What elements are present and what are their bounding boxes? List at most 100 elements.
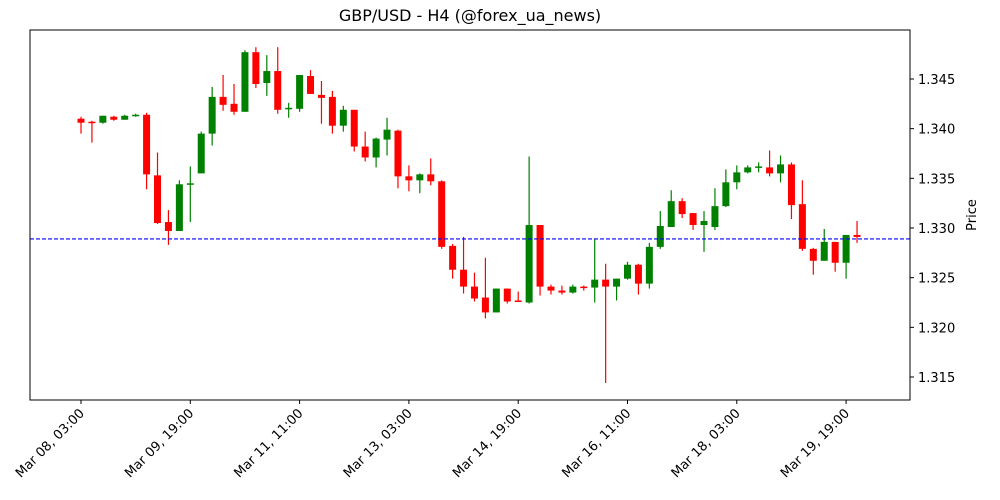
- candle-body: [197, 133, 205, 174]
- x-tick-label: Mar 14, 19:00: [450, 406, 525, 481]
- candle-body: [809, 248, 817, 261]
- candle: [154, 152, 162, 225]
- candle: [700, 211, 708, 252]
- y-tick-label: 1.320: [918, 321, 955, 336]
- candle: [427, 158, 435, 186]
- y-axis: 1.315 1.320 1.325 1.330 1.335 1.340 1.345: [910, 73, 955, 386]
- candle-body: [536, 225, 544, 287]
- candle: [317, 80, 325, 124]
- candle: [219, 75, 227, 111]
- candle: [634, 263, 642, 295]
- candle-body: [580, 286, 588, 289]
- x-tick-label: Mar 16, 11:00: [559, 406, 634, 481]
- chart-title: GBP/USD - H4 (@forex_ua_news): [338, 6, 602, 25]
- y-tick-label: 1.325: [918, 272, 955, 287]
- candle: [252, 47, 260, 88]
- candle-body: [689, 213, 697, 226]
- candle: [558, 285, 566, 295]
- candle-body: [252, 52, 260, 84]
- candle: [809, 247, 817, 275]
- candle-body: [383, 129, 391, 140]
- candle-body: [624, 264, 631, 279]
- candle: [296, 75, 304, 112]
- candle-body: [853, 234, 861, 237]
- candle-body: [787, 164, 795, 206]
- candle-body: [88, 121, 96, 124]
- x-tick-label: Mar 13, 03:00: [341, 406, 416, 481]
- y-axis-label: Price: [965, 199, 980, 231]
- candle-body: [405, 176, 413, 181]
- candle-body: [492, 288, 500, 313]
- candle-body: [678, 201, 686, 215]
- candle: [744, 165, 752, 174]
- plot-frame: [29, 29, 911, 401]
- candle: [733, 165, 741, 190]
- candle-body: [230, 103, 238, 112]
- candle: [405, 165, 413, 192]
- candle: [678, 198, 686, 219]
- candle-body: [372, 138, 380, 158]
- candle: [339, 105, 347, 132]
- candle: [580, 285, 588, 291]
- candle: [525, 156, 533, 304]
- candle: [602, 263, 610, 383]
- candle-body: [744, 167, 752, 173]
- candle-body: [175, 184, 183, 231]
- candle: [175, 180, 183, 231]
- x-axis: Mar 08, 03:00 Mar 09, 19:00 Mar 11, 11:00 M…: [13, 400, 853, 481]
- candle: [711, 188, 719, 230]
- x-tick-label: Mar 11, 11:00: [232, 406, 307, 481]
- candle: [186, 166, 194, 223]
- candle-body: [164, 222, 172, 231]
- candle-body: [514, 300, 522, 303]
- candle-body: [416, 174, 424, 181]
- candle-body: [296, 75, 304, 109]
- candle-body: [263, 71, 271, 83]
- candle: [831, 241, 839, 272]
- candle: [460, 236, 468, 294]
- candle-body: [755, 166, 763, 168]
- candle: [536, 225, 544, 296]
- candle: [274, 47, 282, 114]
- candle-body: [634, 264, 642, 284]
- candle-body: [285, 107, 293, 110]
- candle-body: [219, 96, 227, 105]
- x-tick-label: Mar 08, 03:00: [13, 406, 88, 481]
- candle-body: [460, 269, 468, 287]
- candle: [121, 114, 129, 120]
- candle: [416, 173, 424, 194]
- candle-body: [711, 206, 719, 228]
- candle: [569, 284, 577, 294]
- candle-body: [481, 297, 489, 313]
- candle: [394, 129, 402, 189]
- candle-body: [820, 241, 828, 261]
- candle-body: [547, 286, 555, 291]
- y-tick-label: 1.340: [918, 123, 955, 138]
- y-tick-label: 1.330: [918, 222, 955, 237]
- candle: [307, 70, 315, 94]
- candle: [449, 243, 457, 279]
- candle-body: [427, 174, 435, 182]
- candle: [438, 180, 446, 249]
- candle-body: [449, 245, 457, 270]
- candle-body: [394, 130, 402, 177]
- x-tick-label: Mar 19, 19:00: [778, 406, 853, 481]
- candle-body: [777, 164, 785, 174]
- candle-body: [645, 246, 653, 284]
- candle-body: [154, 175, 162, 224]
- y-tick-label: 1.315: [918, 371, 955, 386]
- y-tick-label: 1.345: [918, 73, 955, 88]
- candle: [667, 190, 675, 228]
- candle: [197, 131, 205, 174]
- candle-body: [361, 146, 369, 158]
- candle-body: [438, 181, 446, 247]
- y-tick-label: 1.335: [918, 172, 955, 187]
- candle: [514, 291, 522, 303]
- candle-body: [591, 279, 599, 288]
- candle: [820, 228, 828, 261]
- candle: [492, 288, 500, 313]
- candle: [328, 90, 336, 134]
- candle: [361, 131, 369, 162]
- candle-body: [766, 167, 774, 174]
